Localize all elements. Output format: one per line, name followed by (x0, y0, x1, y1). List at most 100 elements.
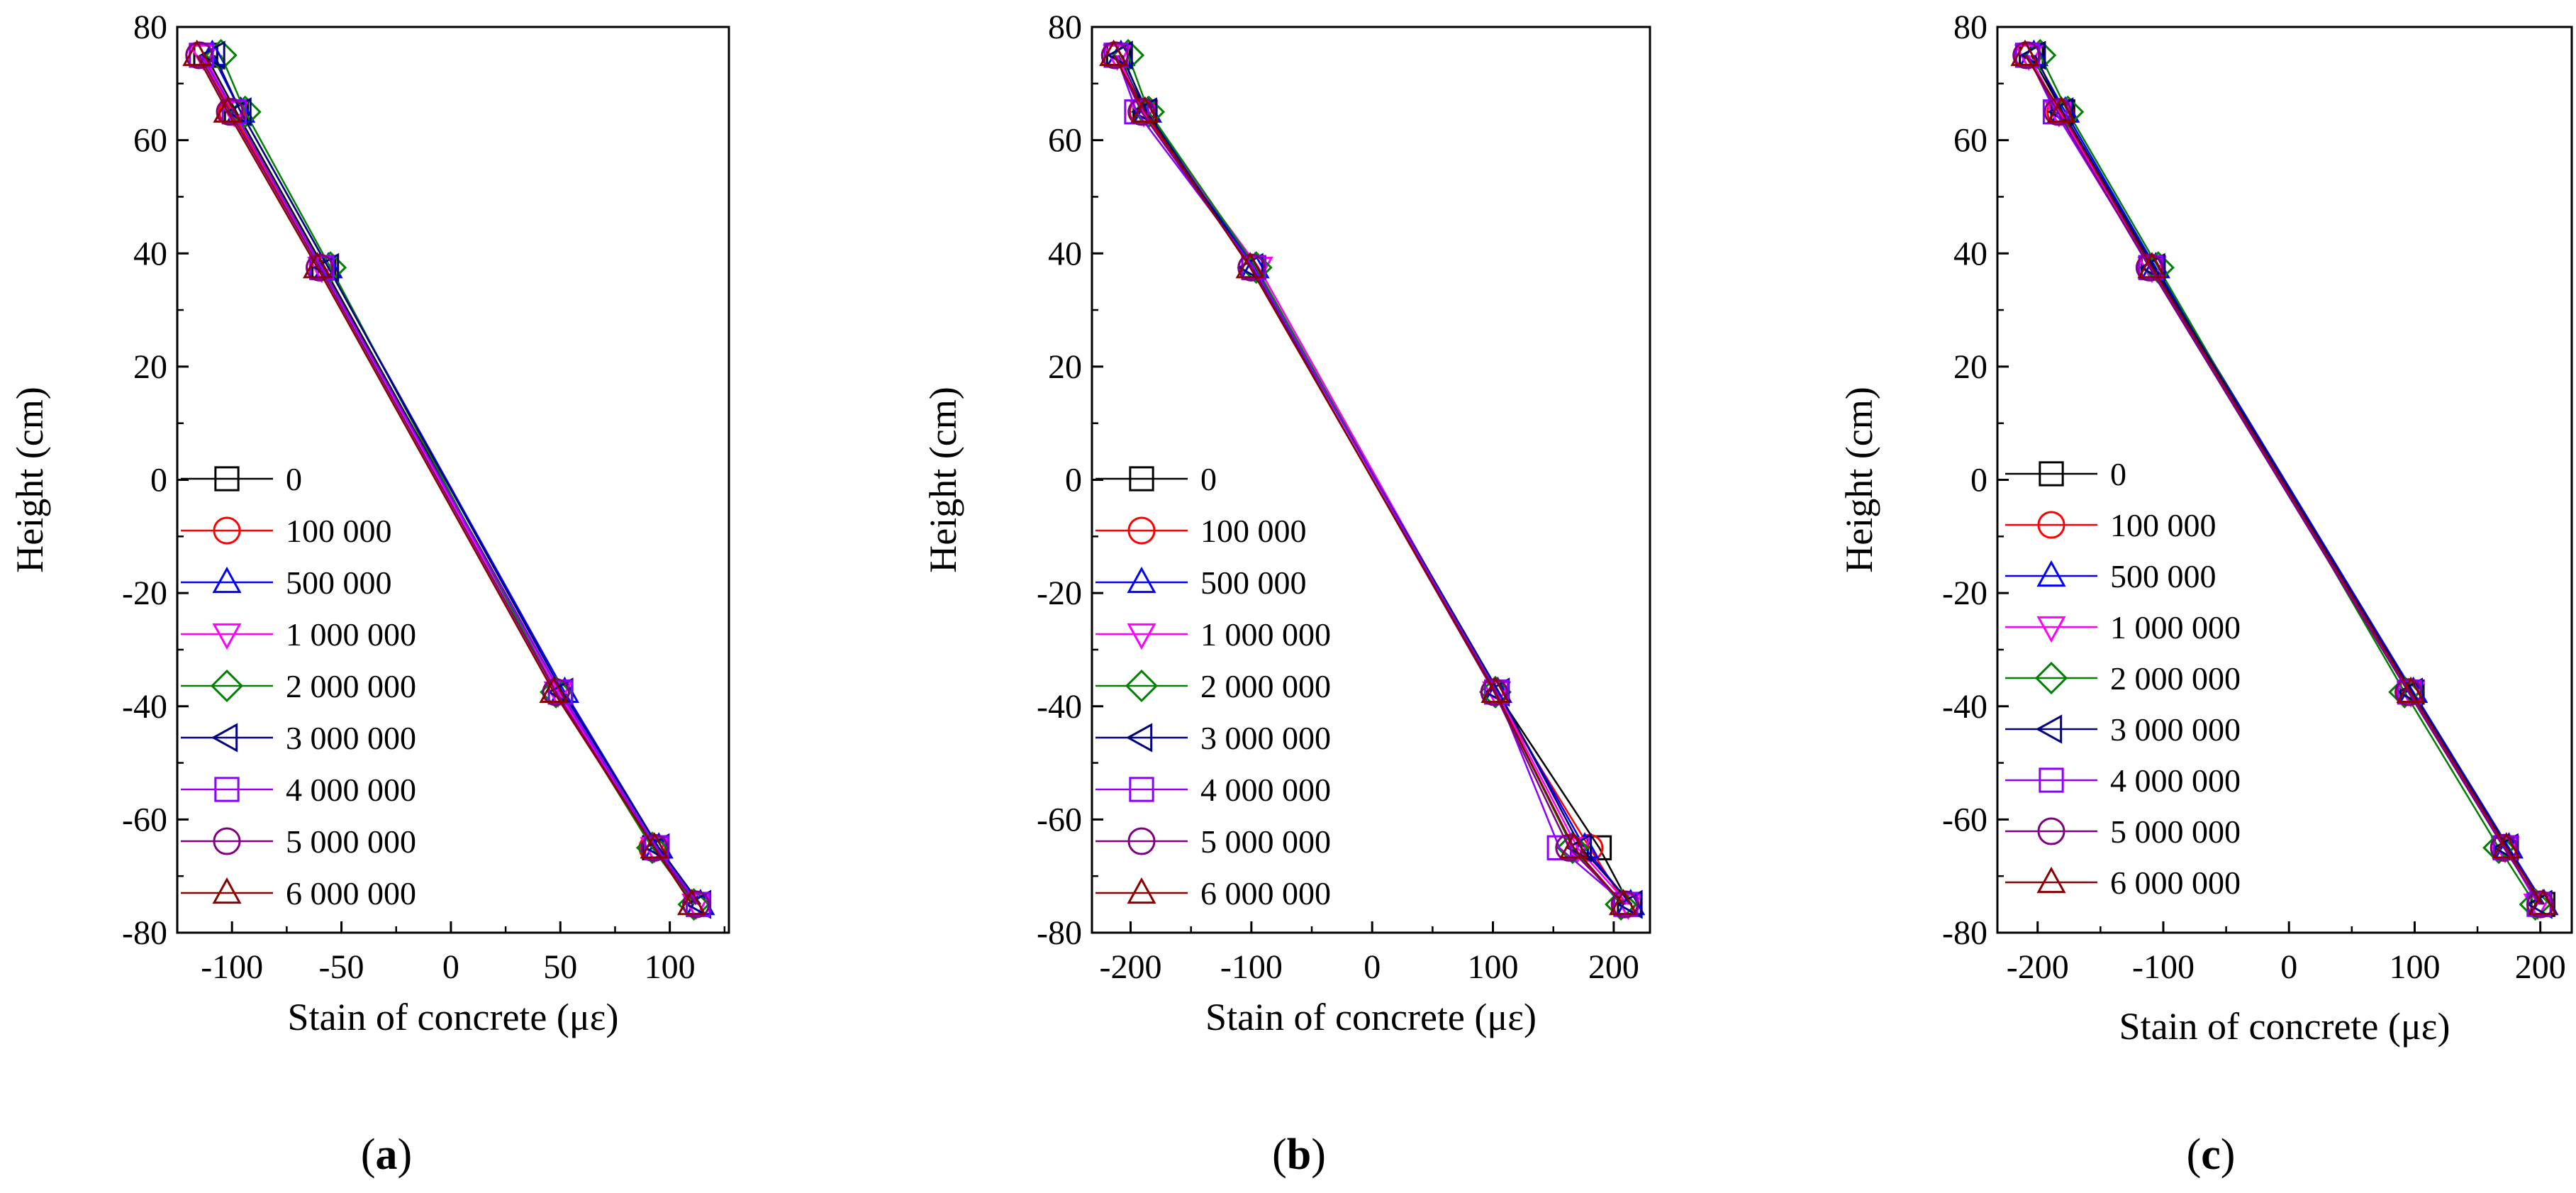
y-tick-label: 0 (150, 462, 167, 499)
legend-item: 1 000 000 (2005, 609, 2241, 645)
y-axis-title: Height (cm) (9, 387, 51, 572)
panel-label-b: (b) (1272, 1131, 1326, 1179)
legend-marker (2036, 616, 2066, 643)
legend-label: 500 000 (286, 565, 392, 601)
y-tick-label: -80 (1037, 914, 1082, 952)
y-tick-label: 60 (133, 122, 167, 160)
x-tick-label: 200 (1588, 948, 1639, 986)
y-tick-label: 80 (1048, 9, 1082, 46)
x-axis-title: Stain of concrete (με) (2119, 1005, 2450, 1048)
y-axis-title: Height (cm) (1838, 387, 1880, 572)
y-tick-label: -80 (122, 914, 167, 952)
data-point (2482, 831, 2516, 865)
data-point (542, 678, 570, 706)
legend-label: 1 000 000 (286, 616, 416, 653)
data-point (640, 832, 669, 859)
y-tick-label: 20 (133, 348, 167, 386)
x-tick-label: -200 (2007, 948, 2069, 986)
legend-label: 3 000 000 (286, 720, 416, 756)
data-point (2046, 96, 2076, 123)
y-tick-label: -60 (1037, 801, 1082, 838)
legend-item: 4 000 000 (181, 772, 416, 808)
data-point (540, 675, 573, 709)
legend-item: 0 (181, 461, 302, 497)
legend-item: 100 000 (181, 513, 392, 549)
series-6000000 (1099, 39, 1639, 916)
y-tick-label: 40 (1953, 235, 1987, 272)
legend-label: 6 000 000 (2110, 865, 2241, 901)
legend-label: 4 000 000 (286, 772, 416, 808)
data-point (1481, 676, 1510, 703)
data-point (307, 257, 337, 284)
data-point (312, 253, 340, 282)
series-6000000 (2010, 39, 2558, 916)
data-point (2019, 40, 2046, 70)
x-tick-label: -200 (1100, 948, 1162, 986)
y-tick-label: 20 (1953, 348, 1987, 386)
chart-panel-a: -80 -60 -40 -20 0 20 40 60 80 -100 -50 0 50 100 Stain … (9, 9, 730, 1038)
legend-label: 100 000 (1200, 513, 1307, 549)
legend-item: 1 000 000 (1095, 616, 1331, 653)
legend-item: 500 000 (1095, 565, 1307, 601)
data-point (1559, 832, 1589, 859)
series-6000000 (182, 39, 707, 916)
legend-label: 5 000 000 (1200, 823, 1331, 860)
y-tick-label: -20 (1037, 575, 1082, 612)
data-point (1546, 835, 1572, 860)
legend-label: 6 000 000 (1200, 875, 1331, 911)
legend-marker (213, 827, 241, 855)
y-tick-label: 80 (1953, 9, 1987, 46)
legend-marker (212, 877, 242, 904)
legend-label: 0 (286, 461, 302, 497)
legend-label: 2 000 000 (286, 668, 416, 704)
data-point (2528, 888, 2558, 916)
x-tick-label: -50 (319, 948, 364, 986)
x-tick-label: -100 (2132, 948, 2195, 986)
legend-item: 2 000 000 (181, 668, 416, 704)
data-point (1130, 96, 1160, 123)
data-point (2010, 39, 2040, 67)
legend-marker (1127, 516, 1156, 545)
y-axis-title: Height (cm) (922, 387, 964, 572)
legend-item: 100 000 (2005, 507, 2217, 543)
legend-item: 2 000 000 (1095, 668, 1331, 704)
data-point (302, 252, 333, 279)
legend-label: 5 000 000 (2110, 814, 2241, 850)
y-tick-label: 60 (1048, 122, 1082, 160)
y-tick-label: 0 (1065, 462, 1082, 499)
data-point (539, 676, 569, 703)
x-tick-label: 0 (2280, 948, 2297, 986)
legend-label: 2 000 000 (1200, 668, 1331, 704)
legend-item: 0 (2005, 456, 2126, 492)
y-tick-label: 40 (1048, 235, 1082, 272)
data-point (676, 888, 707, 916)
legend-label: 500 000 (2110, 558, 2217, 594)
data-point (182, 39, 212, 67)
legend-label: 1 000 000 (2110, 609, 2241, 645)
x-tick-label: 100 (1468, 948, 1519, 986)
legend-marker (1127, 566, 1156, 594)
y-tick-label: 80 (133, 9, 167, 46)
y-tick-label: -40 (1037, 688, 1082, 726)
data-point (1106, 40, 1133, 70)
legend-label: 100 000 (286, 513, 392, 549)
legend-marker (214, 777, 240, 802)
data-point (216, 98, 244, 126)
panel-label-c: (c) (2187, 1131, 2236, 1179)
data-point (1237, 253, 1264, 282)
legend-label: 0 (2110, 456, 2126, 492)
data-point (2135, 253, 2164, 282)
x-tick-label: 100 (2389, 948, 2440, 986)
legend-marker (212, 623, 242, 650)
data-point (1605, 888, 1638, 921)
data-point (2489, 833, 2518, 862)
legend-label: 5 000 000 (286, 823, 416, 860)
legend-label: 2 000 000 (2110, 660, 2241, 697)
legend-item: 5 000 000 (2005, 814, 2241, 850)
data-point (213, 96, 242, 123)
legend-marker (1127, 827, 1156, 855)
legend-marker (2036, 560, 2066, 587)
legend-item: 6 000 000 (2005, 865, 2241, 901)
